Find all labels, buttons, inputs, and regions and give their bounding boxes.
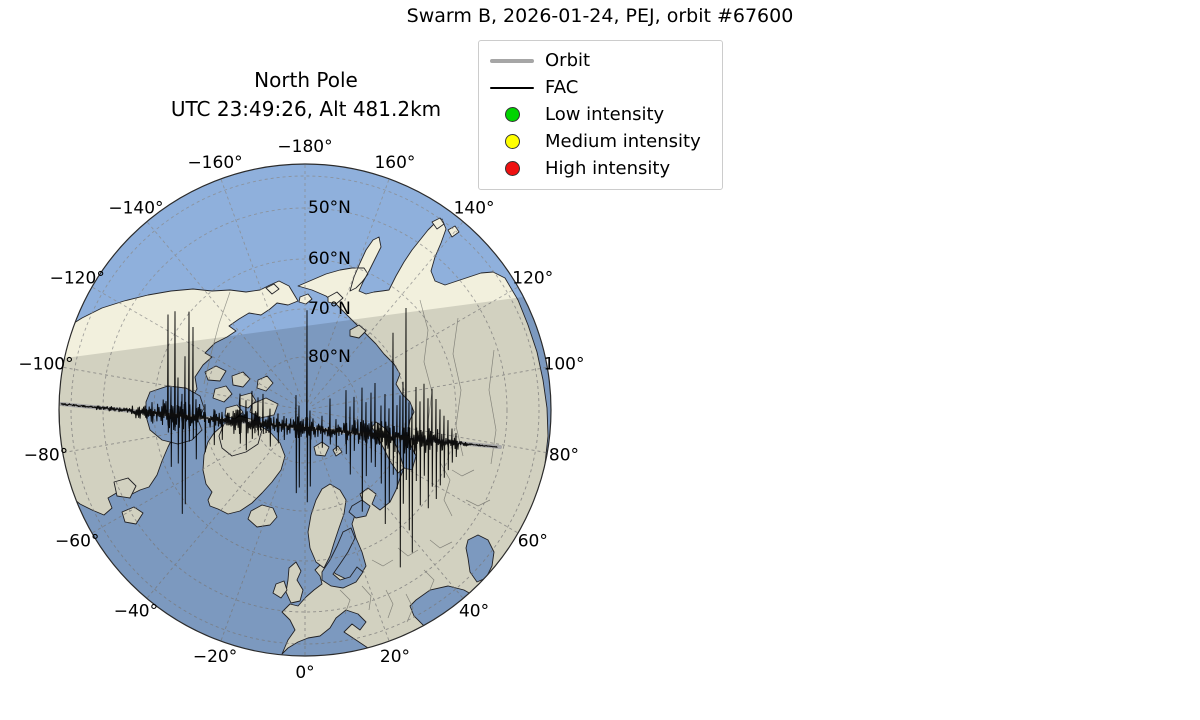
admin-border: [439, 461, 453, 517]
land-island: [447, 225, 460, 238]
admin-border: [397, 547, 419, 557]
land-island: [113, 477, 137, 499]
latitude-label: 80°N: [308, 347, 351, 367]
meridian-line: [91, 413, 299, 534]
longitude-label: −80°: [24, 446, 68, 466]
latitude-circle: [70, 175, 540, 645]
longitude-label: 20°: [380, 647, 410, 667]
meridian-line: [146, 221, 301, 405]
meridian-line: [307, 417, 390, 642]
land-island: [313, 441, 330, 457]
land-island: [265, 283, 280, 295]
land-island: [285, 561, 304, 604]
meridian-line: [311, 286, 519, 407]
longitude-label: 140°: [454, 199, 495, 219]
longitude-label: 80°: [549, 446, 579, 466]
legend-item: High intensity: [489, 157, 712, 181]
legend-item-label: FAC: [545, 77, 579, 99]
latitude-circle: [153, 258, 457, 562]
legend-item: Low intensity: [489, 103, 712, 127]
latitude-labels: 50°N 60°N 70°N 80°N: [308, 198, 351, 367]
longitude-labels: −180° −160° −140° −120° −100° −80° −60° −40° −20…: [18, 137, 584, 683]
legend-item: Orbit: [489, 49, 712, 73]
admin-border: [419, 299, 433, 423]
latitude-label: 60°N: [308, 249, 351, 269]
admin-border: [405, 593, 414, 623]
longitude-label: −100°: [18, 354, 73, 374]
latitude-label: 70°N: [308, 299, 351, 319]
meridian-line: [309, 221, 464, 405]
night-shade: [59, 297, 551, 656]
legend-marker-icon: [489, 107, 535, 123]
longitude-label: −60°: [55, 532, 99, 552]
legend-marker-icon: [489, 161, 535, 177]
land-island: [212, 385, 233, 403]
fac-trace: [60, 308, 498, 568]
land-island: [431, 217, 445, 230]
latitude-label: 50°N: [308, 198, 351, 218]
longitude-label: −20°: [193, 647, 237, 667]
map-subtitle: North Pole UTC 23:49:26, Alt 481.2km: [0, 66, 612, 124]
admin-border: [361, 585, 372, 611]
legend-item-label: Low intensity: [545, 103, 665, 125]
subtitle-location: North Pole: [254, 68, 358, 92]
meridian-line: [220, 178, 303, 403]
longitude-label: −180°: [277, 137, 332, 157]
longitude-label: 160°: [374, 153, 415, 173]
latitude-circle: [102, 207, 508, 613]
longitude-label: 60°: [518, 532, 548, 552]
land-island: [298, 293, 313, 305]
meridian-line: [311, 413, 519, 534]
legend-line-swatch: [489, 59, 535, 64]
meridian-line: [146, 415, 301, 599]
latitude-circle: [251, 356, 359, 464]
admin-border: [429, 539, 453, 549]
meridian-line: [312, 366, 548, 410]
legend-item: Medium intensity: [489, 130, 712, 154]
longitude-label: 0°: [295, 663, 314, 683]
figure-title: Swarm B, 2026-01-24, PEJ, orbit #67600: [406, 5, 794, 27]
meridian-line: [220, 417, 303, 642]
legend-box: Orbit FAC Low intensity Medium intensity Hig…: [478, 40, 723, 190]
meridian-line: [309, 415, 464, 599]
legend-item-label: High intensity: [545, 157, 671, 179]
meridian-line: [312, 410, 548, 454]
admin-border: [371, 559, 394, 567]
land-scandinavia: [307, 483, 347, 569]
longitude-label: −40°: [114, 601, 158, 621]
longitude-label: −120°: [50, 269, 105, 289]
legend-item-label: Orbit: [545, 50, 591, 72]
map-disc: [59, 164, 551, 656]
legend-line-swatch: [489, 87, 535, 89]
land-island: [272, 580, 288, 599]
longitude-label: 100°: [544, 354, 585, 374]
longitude-label: 120°: [512, 269, 553, 289]
map-outline: [58, 163, 552, 657]
admin-border: [203, 291, 231, 385]
land-island: [204, 365, 227, 382]
subtitle-utc-alt: UTC 23:49:26, Alt 481.2km: [170, 97, 442, 121]
legend-item: FAC: [489, 76, 712, 100]
admin-border: [423, 569, 435, 593]
admin-border: [385, 589, 394, 619]
meridian-line: [62, 410, 298, 454]
legend-item-label: Medium intensity: [545, 130, 701, 152]
legend-marker-icon: [489, 134, 535, 150]
land-island: [247, 504, 278, 528]
admin-border: [451, 469, 475, 477]
longitude-label: −140°: [108, 199, 163, 219]
meridian-line: [307, 178, 390, 403]
meridian-line: [91, 286, 299, 407]
admin-border: [452, 317, 464, 457]
inland-sea: [321, 527, 364, 589]
land-island: [349, 324, 367, 339]
land-island: [327, 291, 344, 305]
meridian-line: [62, 366, 298, 410]
longitude-label: −160°: [187, 153, 242, 173]
admin-border: [339, 589, 351, 615]
longitude-label: 40°: [459, 601, 489, 621]
admin-border: [465, 499, 491, 507]
